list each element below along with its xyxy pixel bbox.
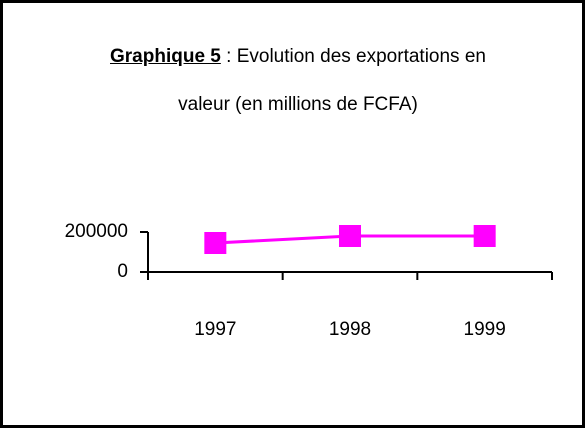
marker [204,232,227,254]
marker [339,225,361,247]
plot: 0 200000 1997 1998 1999 [65,221,553,340]
x-tick-label: 1997 [194,319,236,340]
x-tick-label: 1998 [329,319,371,340]
y-tick-label: 0 [117,261,128,282]
chart-title: : Evolution des exportations en valeur (… [178,46,486,115]
y-tick-label: 200000 [65,221,128,242]
chart-title-label: Graphique 5 [110,46,221,67]
chart-title-block: Graphique 5 : Evolution des exportations… [98,33,498,129]
x-tick-label: 1999 [464,319,506,340]
marker [473,225,496,247]
